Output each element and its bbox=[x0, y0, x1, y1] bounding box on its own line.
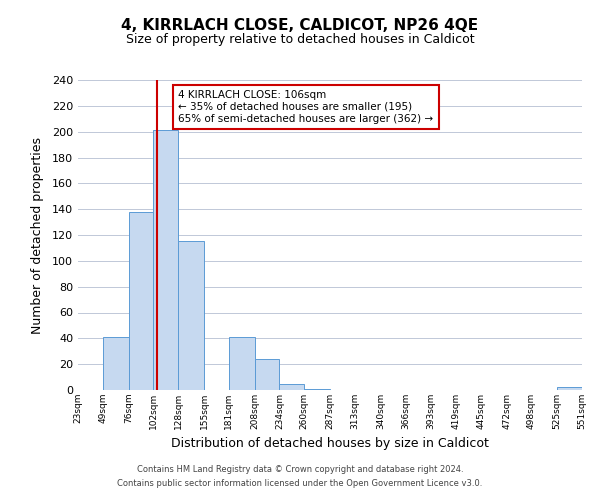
Text: 4, KIRRLACH CLOSE, CALDICOT, NP26 4QE: 4, KIRRLACH CLOSE, CALDICOT, NP26 4QE bbox=[121, 18, 479, 32]
Bar bbox=[154, 130, 178, 390]
X-axis label: Distribution of detached houses by size in Caldicot: Distribution of detached houses by size … bbox=[171, 438, 489, 450]
Bar bbox=[178, 242, 204, 390]
Text: 4 KIRRLACH CLOSE: 106sqm
← 35% of detached houses are smaller (195)
65% of semi-: 4 KIRRLACH CLOSE: 106sqm ← 35% of detach… bbox=[178, 90, 433, 124]
Bar bbox=[103, 337, 128, 390]
Bar bbox=[254, 359, 280, 390]
Bar bbox=[557, 388, 582, 390]
Bar bbox=[229, 337, 254, 390]
Bar bbox=[280, 384, 304, 390]
Bar bbox=[128, 212, 154, 390]
Text: Contains HM Land Registry data © Crown copyright and database right 2024.
Contai: Contains HM Land Registry data © Crown c… bbox=[118, 466, 482, 487]
Text: Size of property relative to detached houses in Caldicot: Size of property relative to detached ho… bbox=[125, 32, 475, 46]
Bar bbox=[304, 388, 330, 390]
Y-axis label: Number of detached properties: Number of detached properties bbox=[31, 136, 44, 334]
